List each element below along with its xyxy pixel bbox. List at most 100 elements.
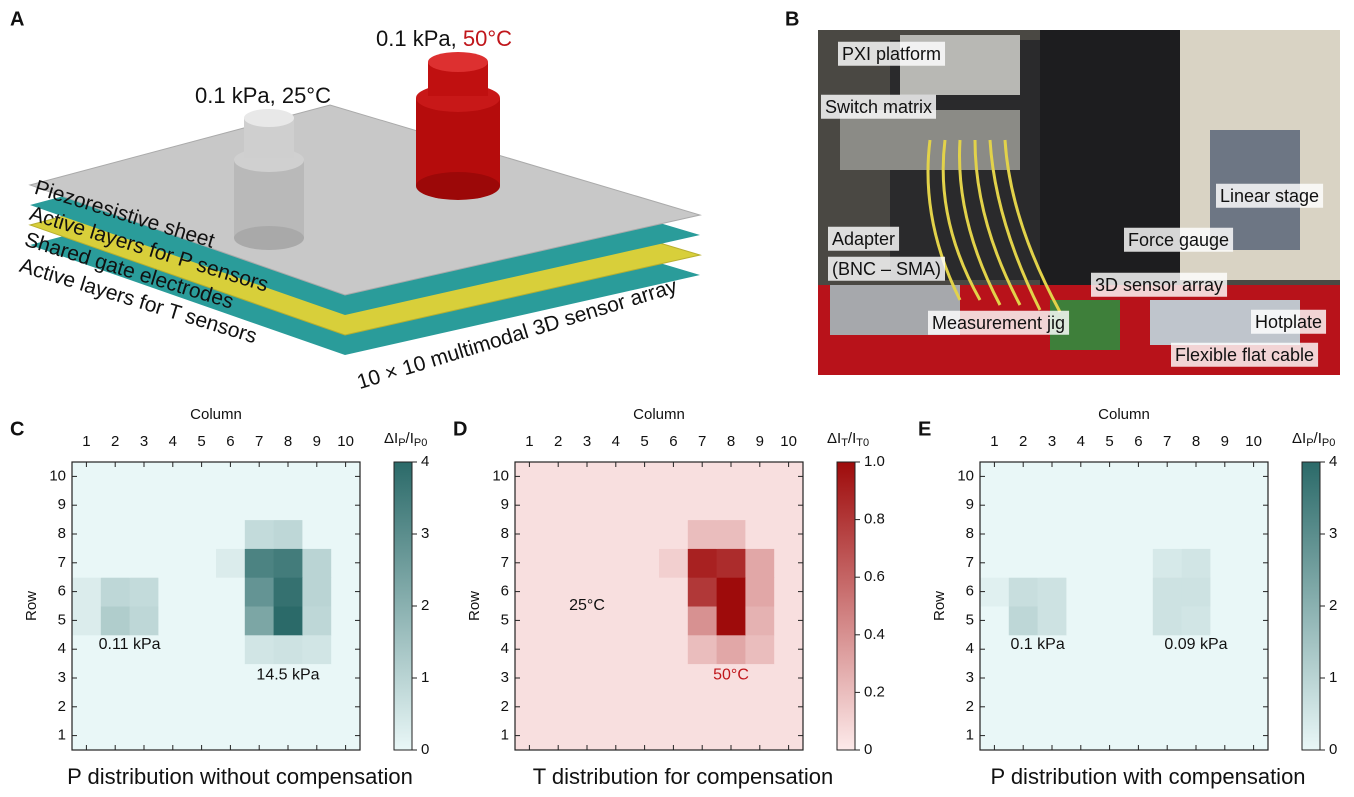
heatmap-cell [130, 577, 159, 606]
heatmap-cell [573, 692, 602, 721]
photo-label: Hotplate [1255, 312, 1322, 332]
heatmap-cell [187, 692, 216, 721]
heatmap-cell [1038, 664, 1067, 693]
heatmap-cell [1182, 520, 1211, 549]
x-tick-label: 6 [226, 433, 234, 450]
heatmap-cell [1124, 692, 1153, 721]
heatmap-cell [1210, 692, 1239, 721]
x-tick-label: 1 [525, 433, 533, 450]
heatmap-cell [130, 606, 159, 635]
heatmap-cell [302, 548, 331, 577]
label-part: P [398, 437, 405, 449]
y-tick-label: 2 [58, 698, 66, 715]
heatmap-cell [101, 664, 130, 693]
colorbar-tick-label: 0 [864, 741, 872, 758]
heatmap-cell [101, 520, 130, 549]
colorbar-tick-label: 2 [1329, 597, 1337, 614]
heatmap-cell [245, 548, 274, 577]
heatmap-cell [130, 664, 159, 693]
y-tick-label: 7 [58, 554, 66, 571]
heatmap-cell [1182, 606, 1211, 635]
heatmap-cell [130, 692, 159, 721]
y-tick-label: 1 [966, 727, 974, 744]
heatmap-cell [1009, 692, 1038, 721]
colorbar-label: ΔIP/IP0 [1292, 430, 1335, 449]
heatmap-cell [101, 577, 130, 606]
heatmap-cell [601, 548, 630, 577]
heatmap-cell [1124, 577, 1153, 606]
heatmap-cell [1038, 548, 1067, 577]
colorbar-tick-label: 3 [1329, 525, 1337, 542]
heatmap-cell [1038, 692, 1067, 721]
heatmap-cell [216, 548, 245, 577]
x-tick-label: 8 [1192, 433, 1200, 450]
heatmap-cell [1009, 548, 1038, 577]
colorbar-tick-label: 1 [1329, 669, 1337, 686]
heatmap-cell [1066, 577, 1095, 606]
heatmap-cell [1153, 548, 1182, 577]
photo-label: Force gauge [1128, 230, 1229, 250]
panel-label: B [785, 8, 799, 30]
heatmap-cell [245, 520, 274, 549]
y-tick-label: 3 [58, 669, 66, 686]
heatmap-cell [601, 635, 630, 664]
x-tick-label: 9 [756, 433, 764, 450]
weight-gray [234, 109, 304, 250]
heatmap-cell [1153, 577, 1182, 606]
heatmap-cell [1095, 548, 1124, 577]
heatmap-cell [274, 548, 303, 577]
heatmap-cell [1066, 635, 1095, 664]
heatmap-cell [1124, 606, 1153, 635]
x-tick-label: 4 [169, 433, 177, 450]
y-tick-label: 2 [966, 698, 974, 715]
x-tick-label: 10 [780, 433, 797, 450]
x-tick-label: 6 [1134, 433, 1142, 450]
heatmap-cell [245, 577, 274, 606]
heatmap-cell [544, 548, 573, 577]
y-tick-label: 4 [501, 640, 509, 657]
heatmap-cell [573, 491, 602, 520]
heatmap-cell [302, 606, 331, 635]
heatmap-cell [745, 520, 774, 549]
heatmap-cell [544, 491, 573, 520]
colorbar-tick-label: 0.8 [864, 511, 885, 528]
heatmap-cell [302, 692, 331, 721]
colorbar-tick-label: 1.0 [864, 453, 885, 470]
heatmap-cell [1124, 520, 1153, 549]
heatmap-cell [216, 664, 245, 693]
heatmap-cell [1210, 548, 1239, 577]
colorbar-label: ΔIP/IP0 [384, 430, 427, 449]
heatmap-cell [601, 520, 630, 549]
heatmap-cell [187, 491, 216, 520]
heatmap-cell [544, 635, 573, 664]
weight-red [416, 52, 500, 200]
heatmap-cell [659, 491, 688, 520]
figure: A 0.1 kPa, 25°C 0.1 kPa, 50°C Piezoresis… [0, 0, 1354, 792]
label-part: /I [406, 430, 414, 447]
heatmap-cell [101, 548, 130, 577]
x-tick-label: 5 [640, 433, 648, 450]
heatmap-cell [717, 577, 746, 606]
x-tick-label: 8 [284, 433, 292, 450]
heatmap-cell [1066, 491, 1095, 520]
heatmap-cell [187, 577, 216, 606]
photo-label: Linear stage [1220, 186, 1319, 206]
y-tick-label: 1 [58, 727, 66, 744]
heatmap-cell [544, 692, 573, 721]
heatmap-cell [1066, 548, 1095, 577]
label-part: P [1306, 437, 1313, 449]
label-part: P0 [414, 437, 427, 449]
x-tick-label: 4 [612, 433, 620, 450]
heatmap-cell [601, 664, 630, 693]
y-tick-label: 3 [966, 669, 974, 686]
heatmap-cell [1009, 520, 1038, 549]
colorbar-label: ΔIT/IT0 [827, 430, 869, 449]
label-part: ΔI [384, 430, 398, 447]
heatmap-cell [187, 548, 216, 577]
heatmap-cell [601, 577, 630, 606]
y-tick-label: 9 [966, 496, 974, 513]
annotation: 25°C [569, 597, 605, 614]
colorbar-tick-label: 2 [421, 597, 429, 614]
heatmap-cell [1095, 520, 1124, 549]
x-tick-label: 3 [140, 433, 148, 450]
